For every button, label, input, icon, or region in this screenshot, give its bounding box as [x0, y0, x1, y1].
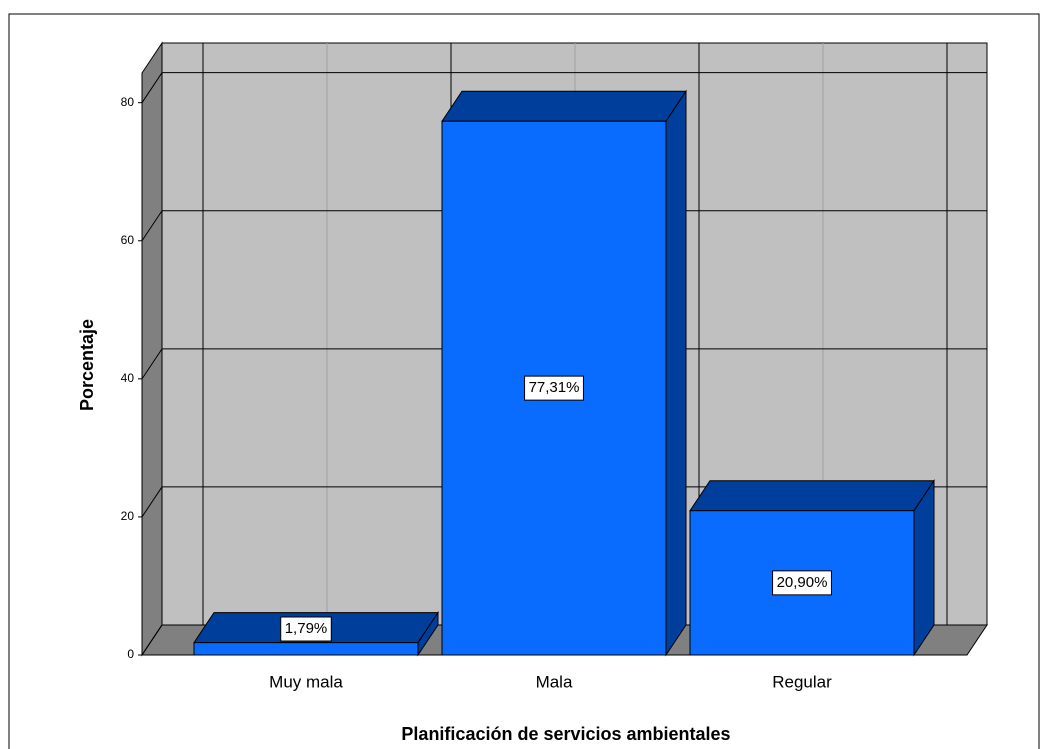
y-axis-title: Porcentaje [77, 319, 97, 411]
x-axis-title: Planificación de servicios ambientales [401, 724, 730, 744]
y-tick-label: 80 [121, 95, 135, 109]
y-tick-label: 20 [121, 509, 135, 523]
bar-side [913, 479, 935, 657]
bar-top [441, 90, 687, 122]
value-label: 20,90% [777, 574, 828, 591]
x-tick-label: Regular [772, 672, 832, 691]
wall-grid-line [141, 348, 163, 380]
wall-grid-line [141, 72, 163, 103]
left-wall [141, 41, 163, 657]
bar-top [689, 480, 935, 512]
value-label-box [280, 616, 332, 642]
bar [193, 642, 419, 656]
bar-side [665, 89, 687, 657]
wall-grid-line [141, 210, 163, 242]
value-label-box [772, 570, 832, 596]
x-tick-label: Muy mala [269, 672, 343, 691]
y-tick-label: 40 [121, 371, 135, 385]
wall-grid-line [141, 486, 163, 518]
y-tick-label: 60 [121, 233, 135, 247]
value-label: 1,79% [285, 620, 328, 637]
y-tick-label: 0 [127, 647, 134, 661]
x-tick-label: Mala [536, 672, 573, 691]
wall-grid-line [141, 624, 163, 656]
value-label-box [524, 375, 584, 401]
value-label: 77,31% [529, 379, 580, 396]
